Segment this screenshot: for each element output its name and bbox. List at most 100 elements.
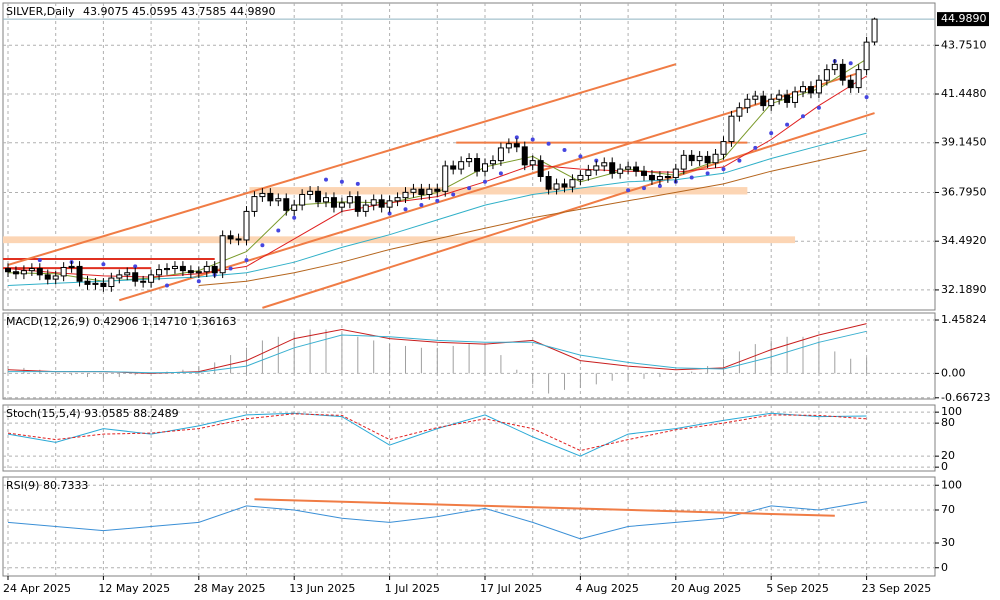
sar-dot bbox=[419, 203, 424, 208]
sar-dot bbox=[848, 61, 853, 66]
sar-dot bbox=[546, 141, 551, 146]
candle-body bbox=[140, 280, 147, 283]
trend-line bbox=[262, 112, 875, 309]
candle-body bbox=[505, 143, 512, 149]
sar-dot bbox=[451, 192, 456, 197]
candle-body bbox=[323, 197, 329, 203]
candle-body bbox=[76, 265, 83, 282]
histogram-bar bbox=[738, 351, 740, 374]
sar-dot bbox=[467, 186, 472, 191]
candle-body bbox=[585, 169, 592, 176]
histogram-bar bbox=[850, 358, 852, 374]
histogram-bar bbox=[198, 366, 200, 374]
candle-body bbox=[315, 190, 322, 203]
sar-dot bbox=[435, 198, 440, 203]
histogram-bar bbox=[55, 371, 57, 374]
histogram-bar bbox=[611, 373, 613, 381]
indicator-line bbox=[7, 323, 867, 374]
candle-body bbox=[84, 280, 91, 285]
candle-body bbox=[227, 235, 234, 240]
candle-body bbox=[760, 95, 767, 107]
y-tick-label: 0.00 bbox=[941, 366, 966, 379]
histogram-bar bbox=[389, 344, 391, 374]
candle-body bbox=[823, 69, 830, 81]
panel-title: Stoch(15,5,4) 93.0585 88.2489 bbox=[6, 407, 179, 420]
trend-line bbox=[7, 63, 677, 266]
sar-dot bbox=[816, 105, 821, 110]
sar-dot bbox=[626, 188, 631, 193]
sar-dot bbox=[721, 167, 726, 172]
histogram-bar bbox=[420, 347, 422, 374]
histogram-bar bbox=[834, 351, 836, 374]
sar-dot bbox=[260, 243, 265, 248]
histogram-bar bbox=[548, 373, 550, 394]
zone bbox=[3, 236, 796, 244]
panel-frame bbox=[2, 476, 936, 577]
sar-dot bbox=[562, 148, 567, 153]
candle-body bbox=[299, 193, 306, 206]
candle-body bbox=[52, 275, 59, 280]
sar-dot bbox=[514, 135, 519, 140]
histogram-bar bbox=[595, 373, 597, 385]
panel-frame bbox=[2, 2, 936, 311]
candle-body bbox=[601, 162, 608, 167]
candle-body bbox=[577, 174, 584, 181]
y-tick-label: 39.1450 bbox=[941, 136, 987, 149]
candle-body bbox=[466, 158, 473, 163]
candle-body bbox=[171, 265, 178, 270]
y-tick-label: 30 bbox=[941, 536, 955, 549]
candle-body bbox=[450, 165, 457, 170]
sar-dot bbox=[101, 262, 106, 267]
candle-body bbox=[378, 199, 385, 208]
candle-body bbox=[386, 200, 393, 208]
candle-body bbox=[696, 155, 703, 162]
candle-body bbox=[664, 175, 671, 179]
candle-body bbox=[354, 196, 361, 212]
sar-dot bbox=[769, 131, 774, 136]
histogram-bar bbox=[627, 373, 629, 381]
sar-dot bbox=[133, 264, 138, 269]
candle-body bbox=[736, 107, 743, 117]
panel-title: MACD(12,26,9) 0.42906 1.14710 1.36163 bbox=[6, 315, 237, 328]
sar-dot bbox=[737, 158, 742, 163]
zone bbox=[249, 187, 748, 195]
candle-body bbox=[831, 63, 838, 71]
y-tick-label: 0 bbox=[941, 561, 948, 574]
histogram-bar bbox=[452, 345, 454, 374]
candle-body bbox=[203, 265, 210, 273]
candle-body bbox=[807, 86, 814, 94]
x-tick-label: 20 Aug 2025 bbox=[671, 582, 741, 595]
histogram-bar bbox=[373, 340, 375, 374]
candle-body bbox=[259, 192, 266, 198]
candle-body bbox=[267, 192, 274, 202]
y-tick-label: 100 bbox=[941, 478, 962, 491]
candle-body bbox=[116, 274, 123, 279]
panel-frame bbox=[2, 404, 936, 472]
histogram-bar bbox=[277, 336, 279, 374]
histogram-bar bbox=[754, 344, 756, 374]
candle-body bbox=[100, 282, 107, 288]
histogram-bar bbox=[786, 336, 788, 374]
histogram-bar bbox=[532, 373, 534, 385]
candle-body bbox=[458, 161, 465, 170]
candle-body bbox=[847, 79, 854, 89]
candle-body bbox=[784, 94, 791, 103]
candle-body bbox=[211, 265, 218, 274]
candle-body bbox=[815, 79, 822, 94]
candle-body bbox=[362, 204, 369, 212]
candle-body bbox=[513, 143, 520, 148]
candle-body bbox=[179, 265, 186, 272]
histogram-bar bbox=[516, 369, 518, 374]
histogram-bar bbox=[691, 371, 693, 374]
moving-average bbox=[198, 149, 867, 286]
sar-dot bbox=[705, 171, 710, 176]
candle-body bbox=[402, 191, 409, 199]
sar-dot bbox=[228, 266, 233, 271]
candle-body bbox=[482, 163, 488, 172]
sar-dot bbox=[785, 122, 790, 127]
y-tick-label: 70 bbox=[941, 503, 955, 516]
candle-body bbox=[108, 277, 115, 288]
candle-body bbox=[474, 158, 481, 172]
candle-body bbox=[291, 204, 298, 211]
